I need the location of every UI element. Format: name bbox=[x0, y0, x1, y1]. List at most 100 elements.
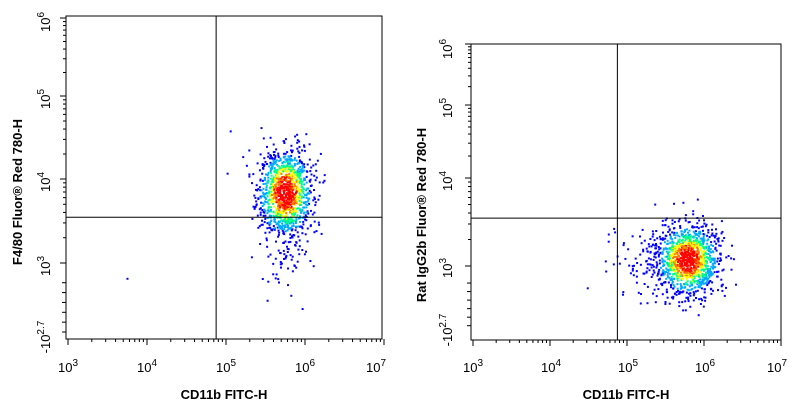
event-dot bbox=[631, 235, 634, 238]
event-dot bbox=[303, 149, 306, 152]
event-dot bbox=[303, 169, 306, 172]
event-dot bbox=[671, 255, 674, 258]
event-dot bbox=[696, 198, 699, 201]
event-dot bbox=[702, 253, 705, 256]
event-dot bbox=[681, 301, 684, 304]
event-dot bbox=[672, 284, 675, 286]
event-dot bbox=[703, 239, 706, 242]
event-dot bbox=[256, 162, 259, 165]
event-dot bbox=[631, 265, 634, 268]
event-dot bbox=[293, 158, 296, 161]
event-dot bbox=[296, 171, 299, 173]
event-dot bbox=[686, 267, 689, 270]
event-dot bbox=[261, 278, 264, 280]
event-dot bbox=[281, 222, 284, 225]
event-dot bbox=[643, 272, 646, 275]
event-dot bbox=[671, 245, 674, 248]
event-dot bbox=[646, 285, 649, 288]
event-dot bbox=[268, 210, 271, 213]
event-dot bbox=[269, 157, 272, 160]
event-dot bbox=[302, 215, 305, 218]
event-dot bbox=[685, 296, 688, 299]
event-dot bbox=[612, 263, 615, 266]
event-dot bbox=[645, 270, 648, 273]
event-dot bbox=[272, 262, 275, 265]
event-dot bbox=[266, 222, 269, 225]
event-dot bbox=[686, 288, 689, 291]
event-dot bbox=[289, 227, 292, 230]
event-dot bbox=[290, 201, 292, 204]
event-dot bbox=[245, 164, 248, 167]
event-dot bbox=[306, 203, 309, 206]
event-dot bbox=[687, 231, 689, 234]
event-dot bbox=[684, 263, 686, 266]
event-dot bbox=[287, 168, 290, 171]
event-dot bbox=[708, 276, 711, 279]
event-dot bbox=[268, 198, 271, 201]
event-dot bbox=[314, 179, 317, 182]
event-dot bbox=[690, 250, 693, 253]
event-dot bbox=[657, 270, 660, 273]
event-dot bbox=[269, 253, 272, 256]
event-dot bbox=[309, 224, 312, 227]
event-dot bbox=[622, 293, 624, 296]
event-dot bbox=[278, 194, 281, 197]
event-dot bbox=[284, 230, 287, 233]
event-dot bbox=[313, 220, 316, 223]
event-dot bbox=[305, 175, 308, 178]
event-dot bbox=[276, 175, 279, 178]
event-dot bbox=[717, 263, 720, 266]
event-dot bbox=[705, 268, 708, 270]
event-dot bbox=[687, 239, 689, 242]
event-dot bbox=[665, 290, 668, 293]
event-dot bbox=[701, 278, 704, 281]
event-dot bbox=[662, 259, 665, 262]
event-dot bbox=[702, 233, 705, 235]
outlier-dot bbox=[586, 287, 589, 290]
event-dot bbox=[299, 168, 302, 171]
event-dot bbox=[702, 257, 704, 260]
event-dot bbox=[699, 255, 702, 258]
event-dot bbox=[725, 256, 728, 259]
event-dot bbox=[692, 213, 695, 216]
event-dot bbox=[283, 190, 286, 193]
event-dot bbox=[702, 268, 705, 271]
event-dot bbox=[686, 252, 689, 254]
event-dot bbox=[667, 225, 670, 228]
event-dot bbox=[307, 199, 310, 202]
event-dot bbox=[713, 257, 716, 260]
event-dot bbox=[277, 205, 279, 208]
event-dot bbox=[700, 243, 703, 246]
event-dot bbox=[663, 241, 666, 244]
event-dot bbox=[692, 252, 695, 255]
event-dot bbox=[676, 246, 679, 249]
event-dot bbox=[284, 222, 287, 225]
event-dot bbox=[291, 270, 294, 273]
event-dot bbox=[607, 240, 610, 243]
event-dot bbox=[653, 239, 656, 242]
event-dot bbox=[302, 187, 305, 190]
event-dot bbox=[279, 261, 282, 263]
event-dot bbox=[291, 187, 294, 190]
event-dot bbox=[284, 138, 287, 141]
event-dot bbox=[316, 159, 319, 162]
event-dot bbox=[271, 157, 274, 160]
event-dot bbox=[278, 226, 280, 229]
event-dot bbox=[287, 267, 289, 270]
event-dot bbox=[670, 248, 672, 251]
event-dot bbox=[708, 245, 711, 248]
event-dot bbox=[301, 180, 304, 183]
event-dot bbox=[261, 202, 264, 205]
event-dot bbox=[291, 159, 294, 162]
event-dot bbox=[292, 184, 295, 187]
event-dot bbox=[285, 189, 288, 192]
event-dot bbox=[291, 178, 294, 181]
event-dot bbox=[294, 196, 297, 199]
event-dot bbox=[712, 289, 714, 292]
event-dot bbox=[290, 190, 293, 193]
event-dot bbox=[701, 280, 704, 283]
event-dot bbox=[281, 206, 284, 209]
event-dot bbox=[291, 151, 293, 154]
event-dot bbox=[283, 228, 286, 231]
event-dot bbox=[263, 157, 266, 160]
